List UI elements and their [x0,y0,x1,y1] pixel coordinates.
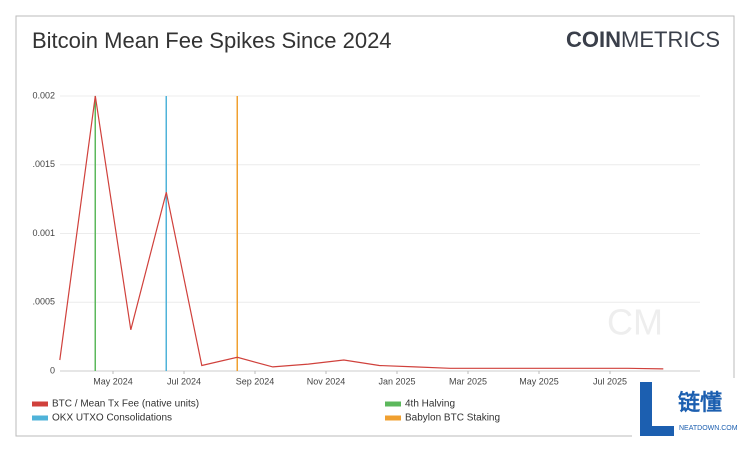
x-tick-label: Jan 2025 [378,376,415,386]
legend-swatch [32,401,48,407]
brand-light: METRICS [621,27,720,52]
x-tick-label: Jul 2024 [167,376,201,386]
legend-swatch [32,415,48,421]
brand-bold: COIN [566,27,621,52]
chart-title: Bitcoin Mean Fee Spikes Since 2024 [32,28,392,53]
brand-logo: COINMETRICS [566,27,720,52]
legend-label: 4th Halving [405,399,455,410]
series-line [59,95,664,370]
y-tick-label: 0.001 [32,228,55,238]
watermark-mark: CM [607,302,663,343]
x-tick-label: Mar 2025 [449,376,487,386]
corner-logo: 链懂 NEATDOWN.COM [632,378,750,449]
card [15,15,735,437]
y-tick-label: .0005 [32,297,55,307]
legend-swatch [385,401,401,407]
logo-text: 链懂 [678,390,722,415]
x-tick-label: May 2024 [93,376,133,386]
logo-site: NEATDOWN.COM [679,425,738,432]
x-tick-label: Nov 2024 [307,376,346,386]
x-tick-label: Sep 2024 [236,376,275,386]
legend-swatch [385,415,401,421]
logo-shape [640,382,674,436]
x-tick-label: Jul 2025 [593,376,627,386]
legend-label: BTC / Mean Tx Fee (native units) [52,399,199,410]
y-tick-label: .0015 [32,159,55,169]
y-tick-label: 0.002 [32,90,55,100]
legend-label: OKX UTXO Consolidations [52,413,172,424]
legend-label: Babylon BTC Staking [405,413,500,424]
x-tick-label: May 2025 [519,376,559,386]
y-tick-label: 0 [50,365,55,375]
